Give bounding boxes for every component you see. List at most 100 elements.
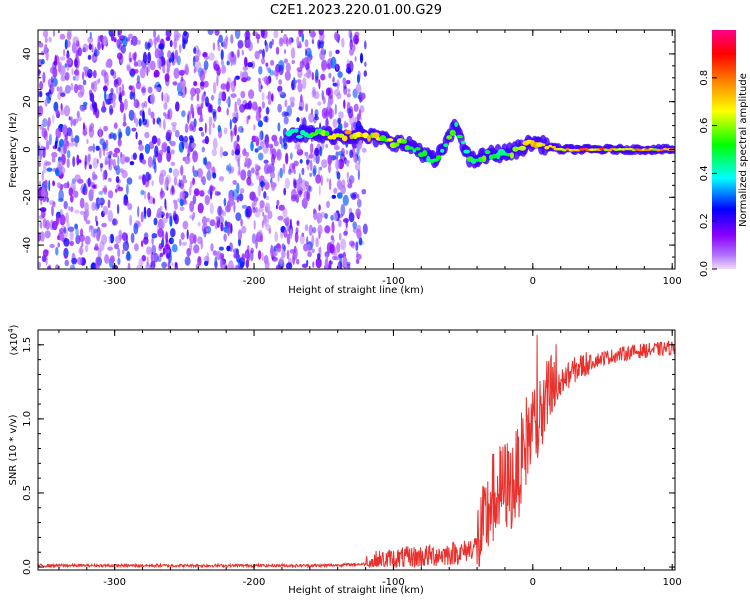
noise-blob xyxy=(165,36,171,41)
noise-blob xyxy=(240,90,246,99)
noise-blob xyxy=(74,223,78,230)
noise-blob xyxy=(222,209,225,217)
noise-blob xyxy=(55,246,59,256)
noise-blob xyxy=(232,116,238,124)
noise-blob xyxy=(246,176,252,186)
noise-blob xyxy=(103,125,108,132)
noise-blob xyxy=(218,215,224,225)
noise-blob xyxy=(346,101,351,112)
noise-blob xyxy=(281,111,288,118)
noise-blob xyxy=(265,77,270,86)
noise-blob xyxy=(236,49,240,59)
noise-blob xyxy=(202,228,209,233)
noise-blob xyxy=(318,79,321,90)
noise-blob xyxy=(115,164,118,170)
noise-blob xyxy=(293,180,297,189)
ridge-core xyxy=(663,147,668,151)
noise-blob xyxy=(155,86,161,92)
noise-blob xyxy=(335,49,340,54)
noise-blob xyxy=(49,66,55,74)
noise-blob xyxy=(193,244,200,254)
noise-blob xyxy=(258,49,263,54)
snr-x-tick-label: -300 xyxy=(103,577,126,588)
noise-blob xyxy=(340,153,346,163)
noise-blob xyxy=(312,261,315,268)
noise-blob xyxy=(317,224,323,235)
noise-blob xyxy=(328,50,333,58)
spectrogram-x-tick-label: -200 xyxy=(243,276,266,287)
noise-blob xyxy=(352,227,359,234)
noise-blob xyxy=(79,228,84,237)
noise-blob xyxy=(284,99,288,108)
noise-blob xyxy=(143,232,149,241)
colorbar-tick-label: 0.2 xyxy=(699,213,710,229)
noise-blob xyxy=(79,245,83,256)
noise-blob xyxy=(284,70,291,81)
noise-blob xyxy=(120,44,127,54)
noise-blob xyxy=(258,66,263,75)
noise-blob xyxy=(289,228,293,240)
noise-blob xyxy=(38,105,44,117)
noise-blob xyxy=(122,240,130,252)
noise-blob xyxy=(264,39,267,47)
noise-blob xyxy=(302,77,307,90)
noise-blob xyxy=(148,173,152,181)
noise-blob xyxy=(270,93,274,102)
noise-blob xyxy=(354,36,359,45)
ridge-core xyxy=(518,145,527,151)
noise-blob xyxy=(60,75,66,82)
noise-blob xyxy=(180,164,184,177)
noise-blob xyxy=(151,244,157,256)
ridge-core xyxy=(325,130,330,136)
noise-blob xyxy=(40,198,43,206)
noise-blob xyxy=(136,59,143,67)
noise-blob xyxy=(59,214,66,226)
noise-blob xyxy=(133,112,136,124)
noise-blob xyxy=(311,35,314,44)
noise-blob xyxy=(206,170,212,181)
noise-blob xyxy=(265,141,269,149)
noise-blob xyxy=(363,70,367,77)
noise-blob xyxy=(181,110,186,118)
noise-blob xyxy=(64,72,70,81)
noise-blob xyxy=(184,256,191,266)
noise-blob xyxy=(43,161,47,174)
snr-y-exponent: (x104) xyxy=(7,324,20,355)
noise-blob xyxy=(306,189,311,202)
noise-blob xyxy=(283,58,288,64)
noise-blob xyxy=(206,252,209,262)
noise-blob xyxy=(152,154,156,165)
noise-blob xyxy=(133,68,139,74)
noise-blob xyxy=(121,232,128,242)
noise-blob xyxy=(189,121,195,131)
noise-blob xyxy=(254,135,259,141)
noise-blob xyxy=(102,205,109,215)
noise-blob xyxy=(107,246,113,251)
noise-blob xyxy=(71,257,77,265)
noise-blob xyxy=(147,51,152,64)
noise-blob xyxy=(82,79,87,86)
noise-blob xyxy=(263,191,267,199)
noise-blob xyxy=(327,108,335,119)
noise-blob xyxy=(146,256,149,268)
noise-blob xyxy=(301,33,305,43)
noise-blob xyxy=(253,220,256,230)
noise-blob xyxy=(348,30,352,40)
noise-blob xyxy=(318,30,324,36)
noise-blob xyxy=(265,106,270,115)
noise-blob xyxy=(295,227,299,235)
ridge-core xyxy=(440,148,445,153)
noise-blob xyxy=(66,150,71,159)
noise-blob xyxy=(240,169,247,181)
ridge-core xyxy=(548,144,553,148)
noise-blob xyxy=(262,48,265,59)
noise-blob xyxy=(70,206,74,213)
ridge-core xyxy=(331,133,337,140)
noise-blob xyxy=(132,152,137,160)
noise-blob xyxy=(73,83,79,94)
noise-blob xyxy=(68,206,71,211)
noise-blob xyxy=(191,142,197,149)
noise-blob xyxy=(70,82,74,91)
noise-blob xyxy=(337,261,343,269)
noise-blob xyxy=(317,101,322,106)
